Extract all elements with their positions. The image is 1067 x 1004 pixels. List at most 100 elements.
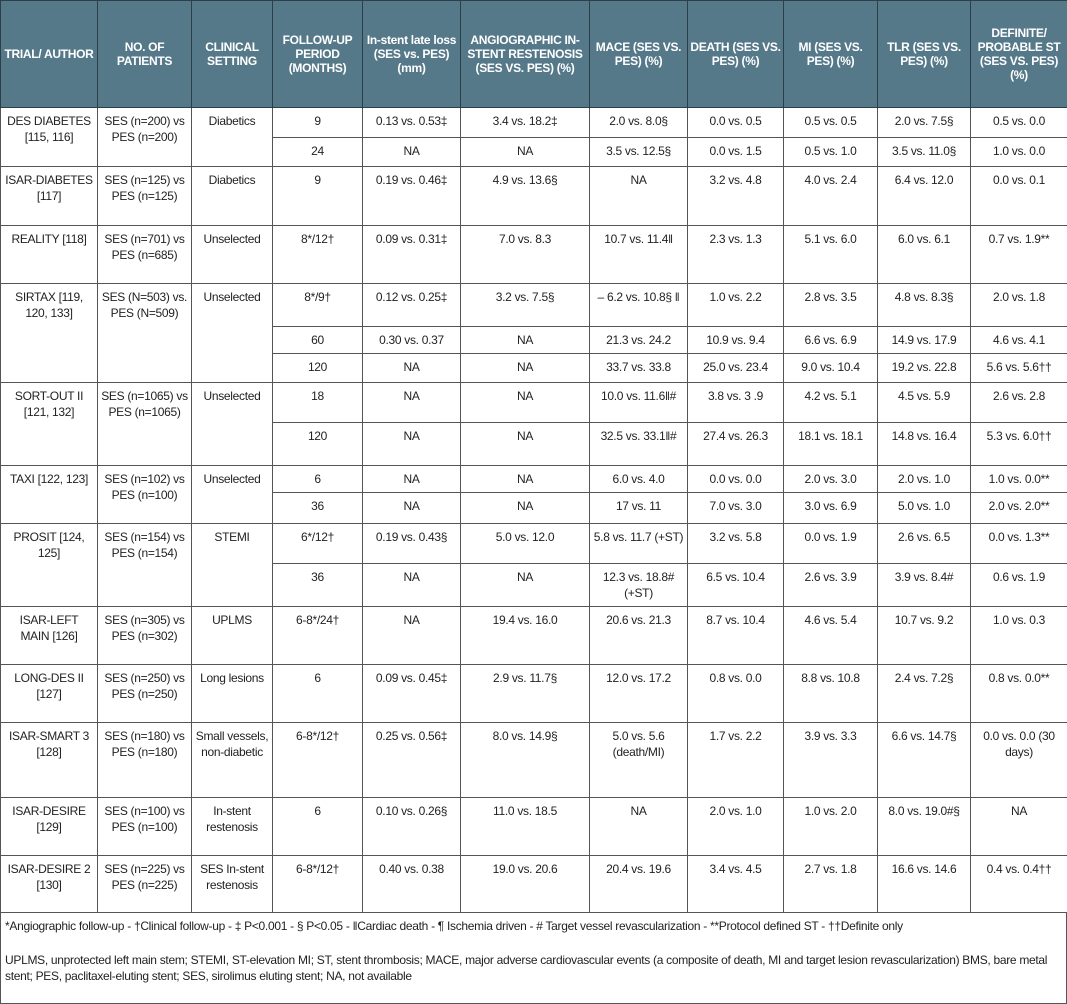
- cell-late-loss: 0.10 vs. 0.26§: [362, 797, 461, 856]
- cell-mace: 12.0 vs. 17.2: [589, 664, 688, 723]
- cell-mace: 12.3 vs. 18.8# (+ST): [589, 563, 688, 607]
- cell-patients: SES (n=102) vs PES (n=100): [97, 465, 192, 524]
- table-row: 60 0.30 vs. 0.37 NA 21.3 vs. 24.2 10.9 vs. 9…: [1, 326, 1067, 354]
- column-header-trial: TRIAL/ AUTHOR: [0, 0, 98, 108]
- cell-restenosis: NA: [460, 465, 590, 493]
- cell-setting: UPLMS: [191, 606, 273, 665]
- cell-patients: SES (n=200) vs PES (n=200): [97, 107, 192, 167]
- cell-mi: 2.7 vs. 1.8: [783, 855, 878, 913]
- cell-late-loss: 0.09 vs. 0.45‡: [362, 664, 461, 723]
- cell-patients: SES (n=305) vs PES (n=302): [97, 606, 192, 665]
- cell-trial: REALITY [118]: [0, 225, 98, 284]
- cell-restenosis: NA: [460, 422, 590, 466]
- cell-stent-thrombosis: 1.0 vs. 0.0**: [970, 465, 1067, 493]
- cell-stent-thrombosis: 0.5 vs. 0.0: [970, 107, 1067, 138]
- cell-death: 3.4 vs. 4.5: [687, 855, 784, 913]
- cell-follow-up: 8*/12†: [272, 225, 363, 284]
- cell-setting: Small vessels, non-diabetic: [191, 722, 273, 798]
- cell-tlr: 8.0 vs. 19.0#§: [877, 797, 971, 856]
- cell-late-loss: NA: [362, 492, 461, 524]
- cell-restenosis: 5.0 vs. 12.0: [460, 523, 590, 564]
- table-footnotes: *Angiographic follow-up - †Clinical foll…: [0, 912, 1067, 1004]
- cell-trial: ISAR-DIABETES [117]: [0, 166, 98, 226]
- cell-patients: SES (n=250) vs PES (n=250): [97, 664, 192, 723]
- cell-restenosis: 3.4 vs. 18.2‡: [460, 107, 590, 138]
- cell-death: 6.5 vs. 10.4: [687, 563, 784, 607]
- cell-death: 0.0 vs. 0.5: [687, 107, 784, 138]
- cell-tlr: 19.2 vs. 22.8: [877, 353, 971, 383]
- cell-stent-thrombosis: 2.6 vs. 2.8: [970, 382, 1067, 423]
- cell-tlr: 14.8 vs. 16.4: [877, 422, 971, 466]
- column-header-tlr: TLR (SES VS. PES) (%): [877, 0, 971, 108]
- table-row: TAXI [122, 123] SES (n=102) vs PES (n=100…: [0, 465, 1067, 524]
- cell-setting: Diabetics: [191, 166, 273, 226]
- cell-follow-up: 6-8*/24†: [272, 606, 363, 665]
- cell-mi: 4.2 vs. 5.1: [783, 382, 878, 423]
- cell-stent-thrombosis: 0.8 vs. 0.0**: [970, 664, 1067, 723]
- cell-mi: 1.0 vs. 2.0: [783, 797, 878, 856]
- table-row: SORT-OUT II [121, 132] SES (n=1065) vs PE…: [0, 382, 1067, 466]
- cell-death: 25.0 vs. 23.4: [687, 353, 784, 383]
- cell-follow-up: 6-8*/12†: [272, 722, 363, 798]
- cell-mace: 32.5 vs. 33.1‖#: [589, 422, 688, 466]
- cell-follow-up: 6: [272, 797, 363, 856]
- cell-death: 3.2 vs. 4.8: [687, 166, 784, 226]
- cell-tlr: 2.0 vs. 7.5§: [877, 107, 971, 138]
- cell-stent-thrombosis: 1.0 vs. 0.0: [970, 137, 1067, 167]
- cell-death: 27.4 vs. 26.3: [687, 422, 784, 466]
- cell-mace: 17 vs. 11: [589, 492, 688, 524]
- cell-setting: Unselected: [191, 283, 273, 383]
- cell-late-loss: NA: [362, 563, 461, 607]
- table-row: 120 NA NA 32.5 vs. 33.1‖# 27.4 vs. 26.3 18.1 …: [1, 422, 1067, 466]
- cell-follow-up: 9: [272, 107, 363, 138]
- cell-mi: 8.8 vs. 10.8: [783, 664, 878, 723]
- cell-follow-up: 18: [272, 382, 363, 423]
- cell-follow-up: 60: [272, 326, 363, 354]
- cell-follow-up: 6: [272, 664, 363, 723]
- cell-late-loss: 0.19 vs. 0.43§: [362, 523, 461, 564]
- cell-tlr: 2.0 vs. 1.0: [877, 465, 971, 493]
- cell-follow-up: 6: [272, 465, 363, 493]
- table-header-row: TRIAL/ AUTHOR NO. OF PATIENTS CLINICAL SET…: [0, 0, 1067, 108]
- cell-restenosis: NA: [460, 353, 590, 383]
- cell-stent-thrombosis: 2.0 vs. 1.8: [970, 283, 1067, 327]
- cell-mi: 18.1 vs. 18.1: [783, 422, 878, 466]
- cell-death: 10.9 vs. 9.4: [687, 326, 784, 354]
- table-row: ISAR-LEFT MAIN [126] SES (n=305) vs PES (…: [0, 606, 1067, 665]
- footnote-abbreviations: UPLMS, unprotected left main stem; STEMI…: [5, 953, 1048, 983]
- cell-mi: 3.9 vs. 3.3: [783, 722, 878, 798]
- cell-mace: 10.7 vs. 11.4‖: [589, 225, 688, 284]
- cell-setting: Unselected: [191, 382, 273, 466]
- cell-mi: 4.0 vs. 2.4: [783, 166, 878, 226]
- column-header-late-loss: In-stent late loss (SES vs. PES) (mm): [362, 0, 461, 108]
- table-row: PROSIT [124, 125] SES (n=154) vs PES (n=1…: [0, 523, 1067, 607]
- cell-trial: ISAR-LEFT MAIN [126]: [0, 606, 98, 665]
- cell-death: 3.2 vs. 5.8: [687, 523, 784, 564]
- cell-stent-thrombosis: 0.0 vs. 1.3**: [970, 523, 1067, 564]
- cell-death: 1.7 vs. 2.2: [687, 722, 784, 798]
- cell-mace: 5.8 vs. 11.7 (+ST): [589, 523, 688, 564]
- cell-mi: 5.1 vs. 6.0: [783, 225, 878, 284]
- cell-trial: DES DIABETES [115, 116]: [0, 107, 98, 167]
- cell-tlr: 6.0 vs. 6.1: [877, 225, 971, 284]
- cell-stent-thrombosis: 4.6 vs. 4.1: [970, 326, 1067, 354]
- cell-follow-up: 36: [272, 563, 363, 607]
- cell-follow-up: 24: [272, 137, 363, 167]
- footnote-symbols: *Angiographic follow-up - †Clinical foll…: [5, 919, 903, 933]
- cell-mace: 3.5 vs. 12.5§: [589, 137, 688, 167]
- table-row: ISAR-DESIRE [129] SES (n=100) vs PES (n=1…: [0, 797, 1067, 856]
- cell-patients: SES (n=100) vs PES (n=100): [97, 797, 192, 856]
- cell-mace: 21.3 vs. 24.2: [589, 326, 688, 354]
- cell-mi: 4.6 vs. 5.4: [783, 606, 878, 665]
- cell-tlr: 4.8 vs. 8.3§: [877, 283, 971, 327]
- cell-restenosis: 7.0 vs. 8.3: [460, 225, 590, 284]
- cell-patients: SES (n=154) vs PES (n=154): [97, 523, 192, 607]
- cell-death: 8.7 vs. 10.4: [687, 606, 784, 665]
- cell-death: 1.0 vs. 2.2: [687, 283, 784, 327]
- cell-death: 2.0 vs. 1.0: [687, 797, 784, 856]
- cell-tlr: 10.7 vs. 9.2: [877, 606, 971, 665]
- cell-stent-thrombosis: 0.0 vs. 0.0 (30 days): [970, 722, 1067, 798]
- cell-late-loss: 0.12 vs. 0.25‡: [362, 283, 461, 327]
- cell-mi: 2.8 vs. 3.5: [783, 283, 878, 327]
- cell-death: 0.8 vs. 0.0: [687, 664, 784, 723]
